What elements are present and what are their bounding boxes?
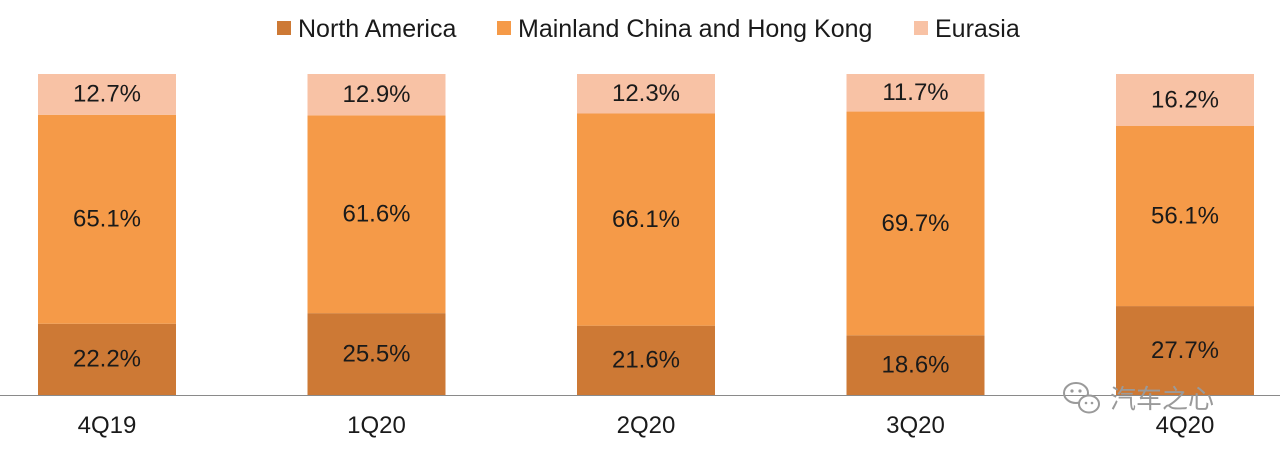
- bar-stack: 18.6% 69.7% 11.7%: [846, 74, 985, 395]
- x-tick-label: 3Q20: [886, 412, 945, 439]
- x-tick-label: 2Q20: [617, 412, 676, 439]
- bar-segment: [307, 313, 446, 395]
- data-label: 11.7%: [882, 79, 948, 106]
- data-label: 12.9%: [342, 81, 410, 108]
- bar-stack: 27.7% 56.1% 16.2%: [1116, 74, 1254, 395]
- bar-stack: 25.5% 61.6% 12.9%: [307, 74, 446, 395]
- bar-segment: [38, 323, 176, 395]
- bar-stack: 22.2% 65.1% 12.7%: [38, 74, 176, 395]
- legend-label: North America: [298, 15, 456, 43]
- legend-label: Eurasia: [935, 15, 1020, 43]
- wechat-icon: [1063, 382, 1100, 414]
- x-tick-label: 4Q19: [78, 412, 137, 439]
- x-tick-label: 1Q20: [347, 412, 406, 439]
- bar-segment: [846, 335, 985, 395]
- legend-swatch: [497, 21, 511, 35]
- legend-item: Eurasia: [914, 15, 1020, 43]
- x-axis-tick-labels: 4Q19 1Q20 2Q20 3Q20 4Q20: [78, 412, 1215, 439]
- data-label: 22.2%: [73, 346, 141, 373]
- data-label: 25.5%: [342, 340, 410, 367]
- legend-item: Mainland China and Hong Kong: [497, 15, 872, 43]
- bar-segment: [846, 111, 985, 336]
- bar-segment: [1116, 126, 1254, 307]
- watermark: 汽车之心: [1063, 382, 1214, 415]
- bar-segment: [1116, 306, 1254, 395]
- bar-segment: [1116, 74, 1254, 127]
- bar-segment: [846, 74, 985, 112]
- bar-segment: [307, 74, 446, 116]
- data-label: 61.6%: [342, 201, 410, 228]
- bar-segment: [577, 325, 715, 395]
- bar-stack: 21.6% 66.1% 12.3%: [577, 74, 715, 395]
- legend-swatch: [914, 21, 928, 35]
- data-label: 12.3%: [612, 80, 680, 107]
- bar-segment: [38, 114, 176, 324]
- data-label: 27.7%: [1151, 337, 1219, 364]
- bar-segment: [577, 113, 715, 326]
- data-label: 18.6%: [881, 351, 949, 378]
- data-label: 21.6%: [612, 347, 680, 374]
- data-label: 12.7%: [73, 81, 141, 108]
- legend: North America Mainland China and Hong Kon…: [277, 15, 1020, 43]
- legend-label: Mainland China and Hong Kong: [518, 15, 872, 43]
- data-label: 66.1%: [612, 206, 680, 233]
- data-label: 56.1%: [1151, 202, 1219, 229]
- data-label: 69.7%: [881, 210, 949, 237]
- legend-swatch: [277, 21, 291, 35]
- bar-segment: [38, 74, 176, 115]
- watermark-text: 汽车之心: [1110, 385, 1214, 415]
- bar-segment: [577, 74, 715, 114]
- legend-item: North America: [277, 15, 456, 43]
- x-tick-label: 4Q20: [1156, 412, 1215, 439]
- data-label: 65.1%: [73, 206, 141, 233]
- bar-segment: [307, 115, 446, 314]
- data-label: 16.2%: [1151, 86, 1219, 113]
- bars: 22.2% 65.1% 12.7% 25.5% 61.6% 12.9% 21.6% 66.1%…: [38, 74, 1254, 395]
